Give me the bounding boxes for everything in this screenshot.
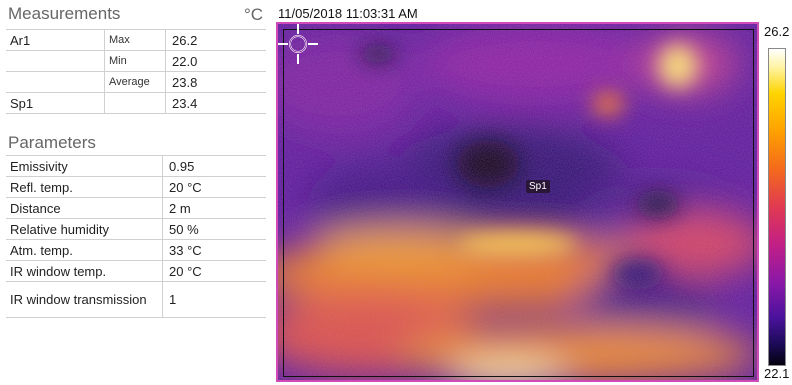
parameter-value: 33 °C: [162, 239, 266, 261]
measurement-name: [6, 71, 105, 93]
table-row: Distance 2 m: [6, 197, 266, 219]
thermal-image[interactable]: Sp1: [276, 22, 759, 382]
parameter-value: 1: [162, 281, 266, 318]
parameter-label: Atm. temp.: [6, 239, 163, 261]
measurement-value: 23.4: [165, 92, 266, 114]
measurement-stat: [104, 92, 166, 114]
measurement-value: 26.2: [165, 29, 266, 51]
table-row: Relative humidity 50 %: [6, 218, 266, 240]
parameter-value: 0.95: [162, 155, 266, 177]
measurement-name: [6, 50, 105, 72]
table-row: Average 23.8: [6, 71, 266, 93]
measurements-table: Ar1 Max 26.2 Min 22.0 Average 23.8 Sp1 2…: [6, 29, 266, 114]
image-timestamp: 11/05/2018 11:03:31 AM: [278, 6, 418, 21]
table-row: Emissivity 0.95: [6, 155, 266, 177]
parameter-label: Distance: [6, 197, 163, 219]
parameter-label: IR window transmission: [6, 281, 163, 318]
measurement-value: 22.0: [165, 50, 266, 72]
measurement-name: Sp1: [6, 92, 105, 114]
measurement-value: 23.8: [165, 71, 266, 93]
parameter-value: 20 °C: [162, 260, 266, 282]
parameter-label: IR window temp.: [6, 260, 163, 282]
scale-min-label: 22.1: [764, 366, 790, 381]
parameter-value: 50 %: [162, 218, 266, 240]
table-row: Sp1 23.4: [6, 92, 266, 114]
table-row: IR window transmission 1: [6, 281, 266, 318]
table-row: Atm. temp. 33 °C: [6, 239, 266, 261]
table-row: Refl. temp. 20 °C: [6, 176, 266, 198]
parameters-table: Emissivity 0.95 Refl. temp. 20 °C Distan…: [6, 155, 266, 318]
table-row: Ar1 Max 26.2: [6, 29, 266, 51]
measurement-stat: Max: [104, 29, 166, 51]
thermal-image-canvas: [278, 24, 757, 380]
table-row: Min 22.0: [6, 50, 266, 72]
parameter-label: Refl. temp.: [6, 176, 163, 198]
table-row: IR window temp. 20 °C: [6, 260, 266, 282]
scale-max-label: 26.2: [764, 24, 790, 39]
measurement-stat: Min: [104, 50, 166, 72]
color-scale-bar: [768, 48, 786, 366]
unit-label: °C: [244, 5, 264, 24]
parameters-title: Parameters: [8, 133, 96, 152]
spot-label: Sp1: [526, 180, 550, 193]
measurements-title: Measurements: [8, 4, 121, 23]
measurement-name: Ar1: [6, 29, 105, 51]
measurement-stat: Average: [104, 71, 166, 93]
parameter-value: 2 m: [162, 197, 266, 219]
parameter-label: Relative humidity: [6, 218, 163, 240]
spot-crosshair-icon[interactable]: [278, 24, 318, 64]
parameter-value: 20 °C: [162, 176, 266, 198]
parameter-label: Emissivity: [6, 155, 163, 177]
